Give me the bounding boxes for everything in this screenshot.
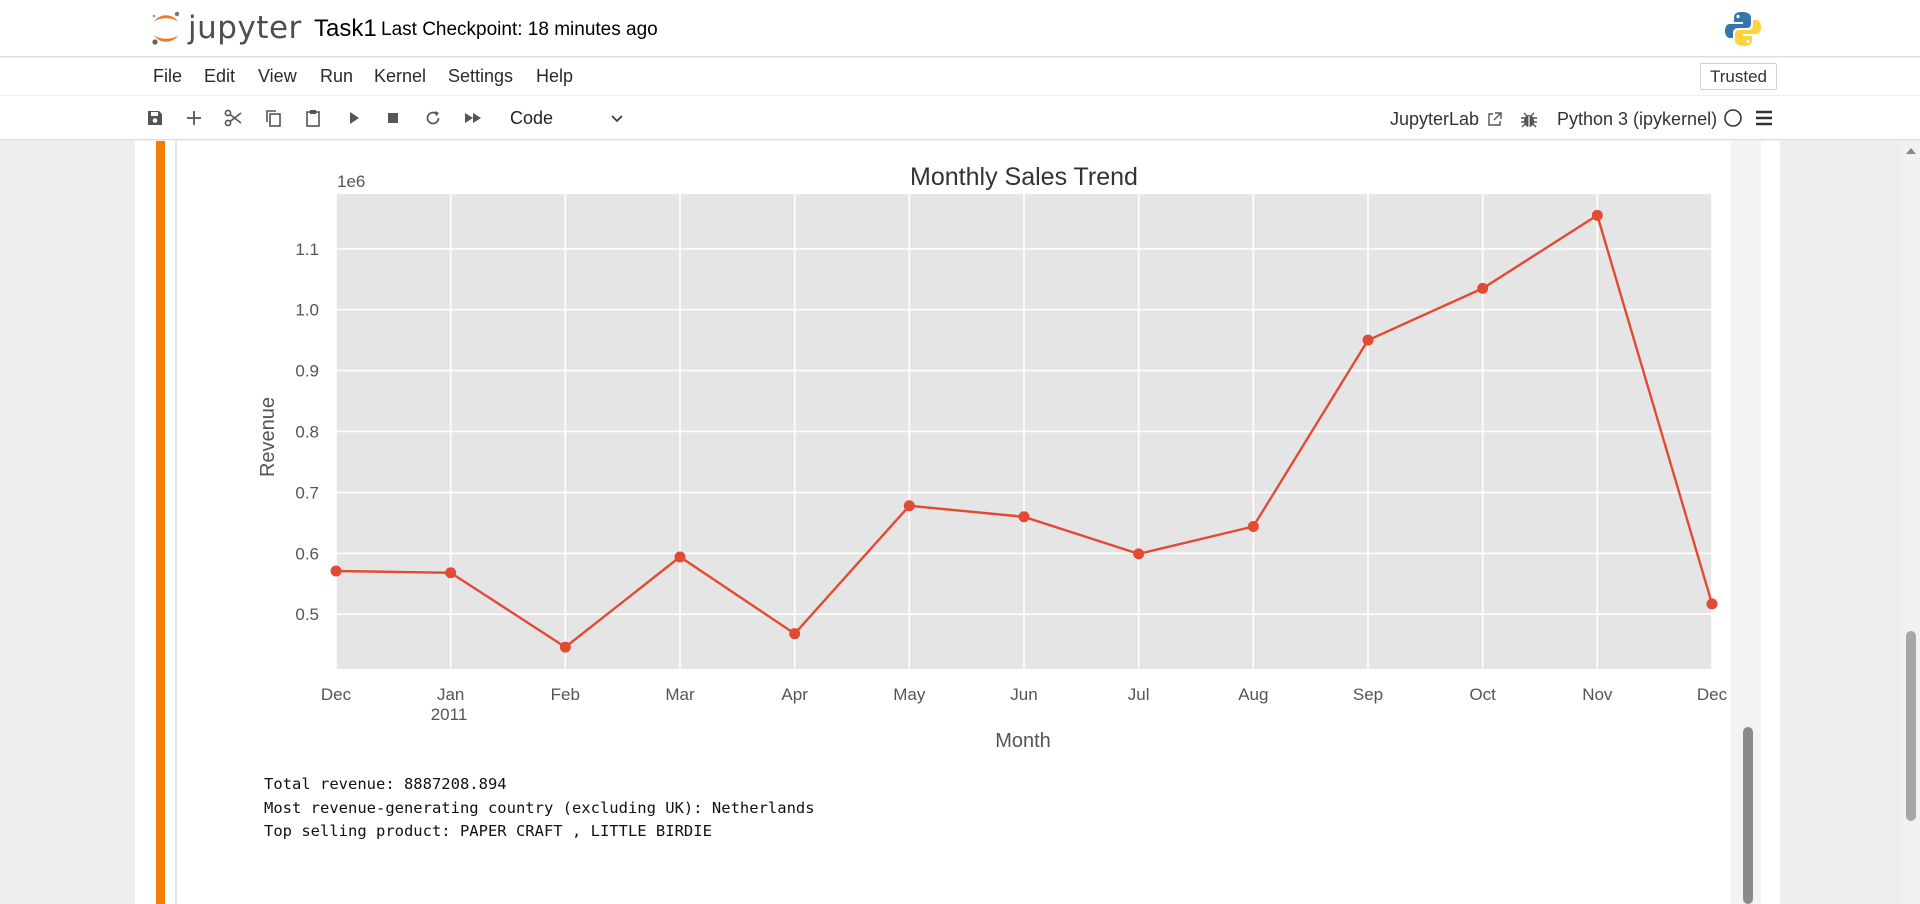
interrupt-button[interactable]: [381, 106, 405, 130]
x-tick-label: Dec: [321, 685, 352, 704]
x-tick-label: Dec: [1697, 685, 1728, 704]
y-axis-ticks: 0.5 0.6 0.7 0.8 0.9 1.0 1.1: [295, 240, 319, 624]
x-tick-label: Jan: [437, 685, 464, 704]
fast-forward-icon: [465, 113, 481, 123]
x-axis-label: Month: [995, 730, 1051, 752]
paste-icon: [306, 110, 320, 127]
external-link-icon: [1488, 112, 1502, 126]
restart-button[interactable]: [421, 106, 445, 130]
save-button[interactable]: [143, 106, 167, 130]
menu-bar: File Edit View Run Kernel Settings Help: [0, 58, 1920, 95]
debugger-bug-icon[interactable]: [1519, 110, 1539, 130]
cell-type-select[interactable]: Code: [510, 106, 628, 131]
x-tick-label: Sep: [1353, 685, 1383, 704]
series-points: [330, 209, 1718, 653]
x-tick-label: Apr: [781, 685, 808, 704]
run-button[interactable]: [342, 106, 366, 130]
cell-border: [175, 141, 177, 904]
x-tick-label: Jul: [1128, 685, 1150, 704]
copy-button[interactable]: [261, 106, 285, 130]
data-point: [903, 500, 915, 512]
menu-settings[interactable]: Settings: [448, 66, 514, 86]
notebook-title[interactable]: Task1: [314, 15, 377, 42]
y-tick-label: 1.0: [295, 301, 319, 320]
x-tick-label: Nov: [1582, 685, 1613, 704]
data-point: [1247, 521, 1259, 532]
restart-run-all-button[interactable]: [461, 106, 485, 130]
output-line: Total revenue: 8887208.894: [264, 775, 507, 793]
y-tick-label: 0.9: [295, 362, 319, 381]
data-point: [559, 641, 571, 653]
y-tick-label: 0.5: [295, 605, 319, 624]
x-tick-label: Feb: [551, 685, 580, 704]
data-point: [445, 567, 457, 579]
x-tick-label: Oct: [1469, 685, 1496, 704]
menu-file[interactable]: File: [153, 66, 183, 86]
x-axis-ticks: Dec Jan Feb Mar Apr May Jun Jul Aug Sep Oct Nov Dec: [321, 685, 1728, 704]
data-point: [1706, 598, 1718, 610]
data-point: [330, 565, 342, 577]
chart-title: Monthly Sales Trend: [910, 163, 1138, 191]
data-point: [789, 628, 801, 640]
data-point: [1362, 334, 1374, 346]
paste-button[interactable]: [301, 106, 325, 130]
scroll-up-arrow-icon[interactable]: [1905, 146, 1917, 156]
x-year-label: 2011: [431, 705, 468, 724]
trusted-indicator[interactable]: Trusted: [1700, 63, 1777, 90]
save-icon: [148, 111, 162, 125]
menu-kernel[interactable]: Kernel: [374, 66, 427, 86]
jupyter-logo-text: jupyter: [188, 10, 302, 46]
jupyter-logo-icon: [152, 11, 180, 45]
output-line: Most revenue-generating country (excludi…: [264, 798, 815, 817]
top-bar: jupyter Task1 Last Checkpoint: 18 minute…: [0, 0, 1920, 57]
cut-icon: [224, 109, 242, 127]
x-tick-label: Aug: [1238, 685, 1268, 704]
active-cell-indicator[interactable]: [156, 141, 165, 904]
y-offset-label: 1e6: [337, 172, 365, 191]
checkpoint-status: Last Checkpoint: 18 minutes ago: [381, 19, 658, 40]
y-axis-label: Revenue: [257, 397, 279, 477]
menu-edit[interactable]: Edit: [204, 66, 236, 86]
menu-run[interactable]: Run: [320, 66, 354, 86]
hamburger-menu-icon[interactable]: [1754, 108, 1774, 128]
notebook-panel[interactable]: 0.5 0.6 0.7 0.8 0.9 1.0 1.1 Dec Jan Feb Mar Apr May…: [135, 141, 1780, 904]
x-tick-label: Jun: [1010, 685, 1037, 704]
notebook-scrollbar[interactable]: [1743, 727, 1753, 904]
notebook-toolbar: Code JupyterLab Python 3 (ipykernel): [0, 96, 1920, 140]
jupyter-logo[interactable]: jupyter: [150, 8, 302, 48]
python-logo-icon: [1725, 12, 1761, 46]
y-tick-label: 1.1: [295, 240, 319, 259]
x-tick-label: May: [893, 685, 926, 704]
menu-view[interactable]: View: [258, 66, 297, 86]
jupyterlab-link[interactable]: JupyterLab: [1390, 109, 1503, 130]
add-cell-icon: [187, 111, 201, 125]
data-point: [1591, 209, 1603, 221]
grid-lines: [335, 194, 1713, 669]
chart-output: 0.5 0.6 0.7 0.8 0.9 1.0 1.1 Dec Jan Feb Mar Apr May…: [257, 163, 1728, 752]
stop-icon: [388, 113, 398, 123]
y-tick-label: 0.6: [295, 544, 319, 563]
chevron-down-icon: [611, 115, 623, 123]
output-line: Top selling product: PAPER CRAFT , LITTL…: [264, 822, 712, 840]
kernel-name[interactable]: Python 3 (ipykernel): [1557, 109, 1718, 129]
restart-icon: [426, 111, 440, 125]
menu-help[interactable]: Help: [536, 66, 574, 86]
jupyterlab-link-label: JupyterLab: [1390, 109, 1480, 129]
copy-icon: [266, 110, 281, 127]
data-point: [674, 551, 686, 563]
kernel-idle-circle-icon: [1724, 109, 1742, 127]
data-point: [1018, 511, 1030, 523]
cell-text-output: Total revenue: 8887208.894 Most revenue-g…: [264, 773, 815, 844]
y-tick-label: 0.8: [295, 423, 319, 442]
data-point: [1477, 282, 1489, 294]
y-tick-label: 0.7: [295, 483, 319, 502]
run-icon: [350, 112, 359, 124]
x-tick-label: Mar: [665, 685, 695, 704]
add-cell-button[interactable]: [182, 106, 206, 130]
cell-type-value: Code: [510, 108, 554, 128]
page-scrollbar[interactable]: [1906, 631, 1916, 821]
cut-button[interactable]: [221, 106, 245, 130]
data-point: [1133, 548, 1145, 560]
